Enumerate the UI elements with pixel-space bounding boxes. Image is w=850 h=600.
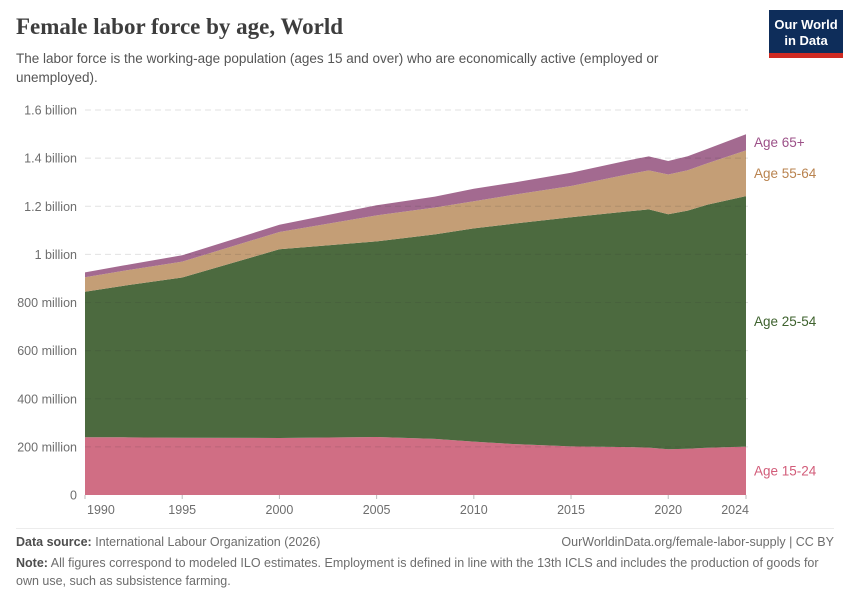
footer-note: Note: All figures correspond to modeled … — [16, 554, 834, 590]
owid-citation-link[interactable]: OurWorldinData.org/female-labor-supply |… — [561, 535, 834, 549]
note-label: Note: — [16, 556, 48, 570]
y-tick-label: 600 million — [17, 344, 77, 358]
series-label-age-65-: Age 65+ — [754, 135, 805, 150]
series-label-age-55-64: Age 55-64 — [754, 166, 817, 181]
series-label-age-25-54: Age 25-54 — [754, 314, 817, 329]
footer-source-row: Data source: International Labour Organi… — [16, 535, 834, 549]
data-source-text: Data source: International Labour Organi… — [16, 535, 320, 549]
y-tick-label: 400 million — [17, 392, 77, 406]
owid-logo-line2: in Data — [784, 32, 828, 48]
owid-logo-line1: Our World — [774, 17, 838, 32]
x-tick-label: 1990 — [87, 503, 115, 517]
y-tick-label: 1.2 billion — [24, 200, 77, 214]
note-text: All figures correspond to modeled ILO es… — [16, 556, 819, 589]
chart-subtitle: The labor force is the working-age popul… — [16, 51, 659, 85]
y-tick-label: 1.6 billion — [24, 104, 77, 118]
page-title: Female labor force by age, World — [16, 14, 344, 39]
y-tick-label: 1 billion — [35, 248, 77, 262]
x-tick-label: 1995 — [168, 503, 196, 517]
area-age-25-54[interactable] — [85, 196, 746, 450]
y-tick-label: 0 — [70, 489, 77, 503]
x-tick-label: 2010 — [460, 503, 488, 517]
x-tick-label: 2005 — [363, 503, 391, 517]
y-tick-label: 800 million — [17, 296, 77, 310]
area-age-15-24[interactable] — [85, 437, 746, 495]
chart-footer: Data source: International Labour Organi… — [16, 528, 834, 590]
series-label-age-15-24: Age 15-24 — [754, 463, 817, 478]
data-source-label: Data source: — [16, 535, 92, 549]
area-age-65-[interactable] — [85, 134, 746, 278]
x-tick-label: 2000 — [266, 503, 294, 517]
stacked-area-chart: 0 200 million 400 million 600 million 800 mi… — [17, 104, 817, 518]
area-age-55-64[interactable] — [85, 150, 746, 292]
owid-logo: Our World in Data — [769, 10, 843, 59]
data-source-value: International Labour Organization (2026) — [95, 535, 321, 549]
y-tick-label: 200 million — [17, 440, 77, 454]
x-tick-label: 2024 — [721, 503, 749, 517]
x-tick-label: 2015 — [557, 503, 585, 517]
y-tick-label: 1.4 billion — [24, 152, 77, 166]
x-tick-label: 2020 — [654, 503, 682, 517]
